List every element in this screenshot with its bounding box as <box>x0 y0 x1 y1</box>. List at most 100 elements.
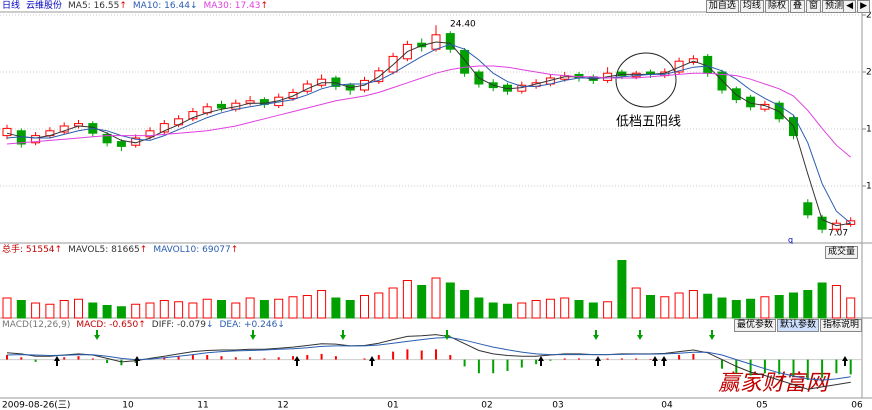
macd-arrow: ↓ <box>205 320 214 330</box>
volume-bar <box>302 295 312 319</box>
stock-name: 云维股份 <box>26 1 63 11</box>
y-tick-label: 2 <box>866 68 872 78</box>
toolbar-button[interactable]: 均线 <box>739 0 764 13</box>
buy-arrow <box>294 356 300 366</box>
buy-arrow <box>842 356 848 366</box>
x-tick-label: 01 <box>387 401 398 410</box>
candle-body <box>617 71 627 77</box>
volume-bar <box>31 302 41 319</box>
toolbar-button[interactable]: 叠 <box>789 0 805 13</box>
sell-arrow <box>94 330 100 340</box>
y-tick-label: 1 <box>866 182 872 192</box>
watermark: 赢家财富网 <box>718 371 831 396</box>
volume-bar <box>503 303 512 319</box>
candle-body <box>674 60 684 73</box>
y-tick-label: 2 <box>866 11 872 21</box>
macd-legend-item: DIFF: -0.079 <box>151 320 206 330</box>
buy-arrow <box>54 356 60 366</box>
volume-legend: 总手: 51554↑ MAVOL5: 81665↑ MAVOL10: 69077↑ <box>2 244 244 256</box>
price-legend: 日线 云维股份 MA5: 16.55↑ MA10: 16.44↓ MA30: 17.43… <box>2 0 274 12</box>
x-tick-label: 06 <box>851 401 863 410</box>
buy-arrow <box>652 356 658 366</box>
toolbar-button[interactable]: 加自选 <box>705 0 739 13</box>
sell-arrow <box>593 330 599 340</box>
volume-bar <box>374 292 384 319</box>
volume-bar <box>45 303 55 319</box>
indicator-selector: 成交量 <box>824 246 858 259</box>
volume-bar <box>59 300 69 319</box>
macd-button[interactable]: 默认参数 <box>776 319 819 332</box>
sell-arrow <box>250 330 256 340</box>
ma-line <box>6 43 852 224</box>
macd-button[interactable]: 最优参数 <box>733 319 776 332</box>
selector[interactable]: 成交量 <box>824 246 858 259</box>
volume-bar <box>603 301 613 319</box>
x-tick-label: 02 <box>481 401 492 410</box>
toolbar-button[interactable]: 除权 <box>764 0 789 13</box>
candle-body <box>145 130 155 138</box>
ma-legend: MA10: 16.44 <box>132 1 190 11</box>
volume-bar <box>560 297 570 319</box>
period: 日线 <box>2 1 21 11</box>
volume-bar <box>360 295 369 319</box>
toolbar-button[interactable]: 窗 <box>805 0 821 13</box>
macd-legend-item: MACD: -0.650 <box>76 320 139 330</box>
volume-arrow: ↑ <box>230 245 239 255</box>
volume-bar <box>646 295 655 319</box>
candle-body <box>445 33 455 50</box>
buy-arrow <box>595 356 601 366</box>
volume-arrow: ↑ <box>54 245 63 255</box>
sell-arrow <box>637 330 643 340</box>
volume-bar <box>574 300 584 319</box>
volume-legend-item: MAVOL5: 81665 <box>68 245 140 255</box>
ma-legend: MA5: 16.55 <box>68 1 120 11</box>
ma-arrow: ↓ <box>189 1 198 11</box>
toolbar: 加自选 均线 除权叠窗预测 <box>705 0 846 13</box>
ma-line <box>6 65 852 158</box>
x-tick-label: 05 <box>756 401 767 410</box>
volume-bar <box>16 300 26 319</box>
candle-body <box>817 216 827 230</box>
volume-bar <box>517 302 527 319</box>
macd-arrow: ↓ <box>277 320 285 330</box>
volume-bar <box>259 300 269 319</box>
candle-body <box>188 111 198 120</box>
x-tick-label: 11 <box>197 401 208 410</box>
volume-bar <box>831 285 841 319</box>
volume-bar <box>231 302 241 319</box>
candle-body <box>331 77 341 87</box>
volume-legend-item: 总手: 51554 <box>2 245 55 255</box>
candle-body <box>159 123 169 133</box>
low-label: 7.07 <box>828 229 848 239</box>
ma-line <box>6 41 851 227</box>
volume-bar <box>731 300 741 319</box>
volume-bar <box>774 295 784 319</box>
ma-arrow: ↑ <box>119 1 127 11</box>
volume-legend-item: MAVOL10: 69077 <box>153 245 231 255</box>
annotation: 低档五阳线 <box>616 115 681 130</box>
macd-legend-item: DEA: +0.246 <box>219 320 278 330</box>
candle-body <box>31 135 41 144</box>
candle-body <box>116 141 126 147</box>
buy-arrow <box>369 356 375 366</box>
volume-bar <box>274 298 284 319</box>
next-button[interactable]: ▶ <box>857 0 870 13</box>
volume-bar <box>660 296 670 319</box>
buy-arrow <box>134 356 140 366</box>
volume-bar <box>417 285 427 319</box>
volume-bar <box>617 260 627 319</box>
macd-button[interactable]: 指标说明 <box>819 319 862 332</box>
candle-body <box>317 78 327 86</box>
volume-bar <box>717 297 727 319</box>
volume-bar <box>803 290 813 319</box>
candle-body <box>288 91 298 99</box>
macd-line <box>6 336 851 381</box>
prev-button[interactable]: ◀ <box>843 0 857 13</box>
candle-body <box>688 58 698 63</box>
volume-bar <box>2 297 12 319</box>
volume-bar <box>217 300 226 319</box>
volume-bar <box>431 277 441 319</box>
volume-arrow: ↑ <box>139 245 148 255</box>
ma-arrow: ↑ <box>260 1 269 11</box>
